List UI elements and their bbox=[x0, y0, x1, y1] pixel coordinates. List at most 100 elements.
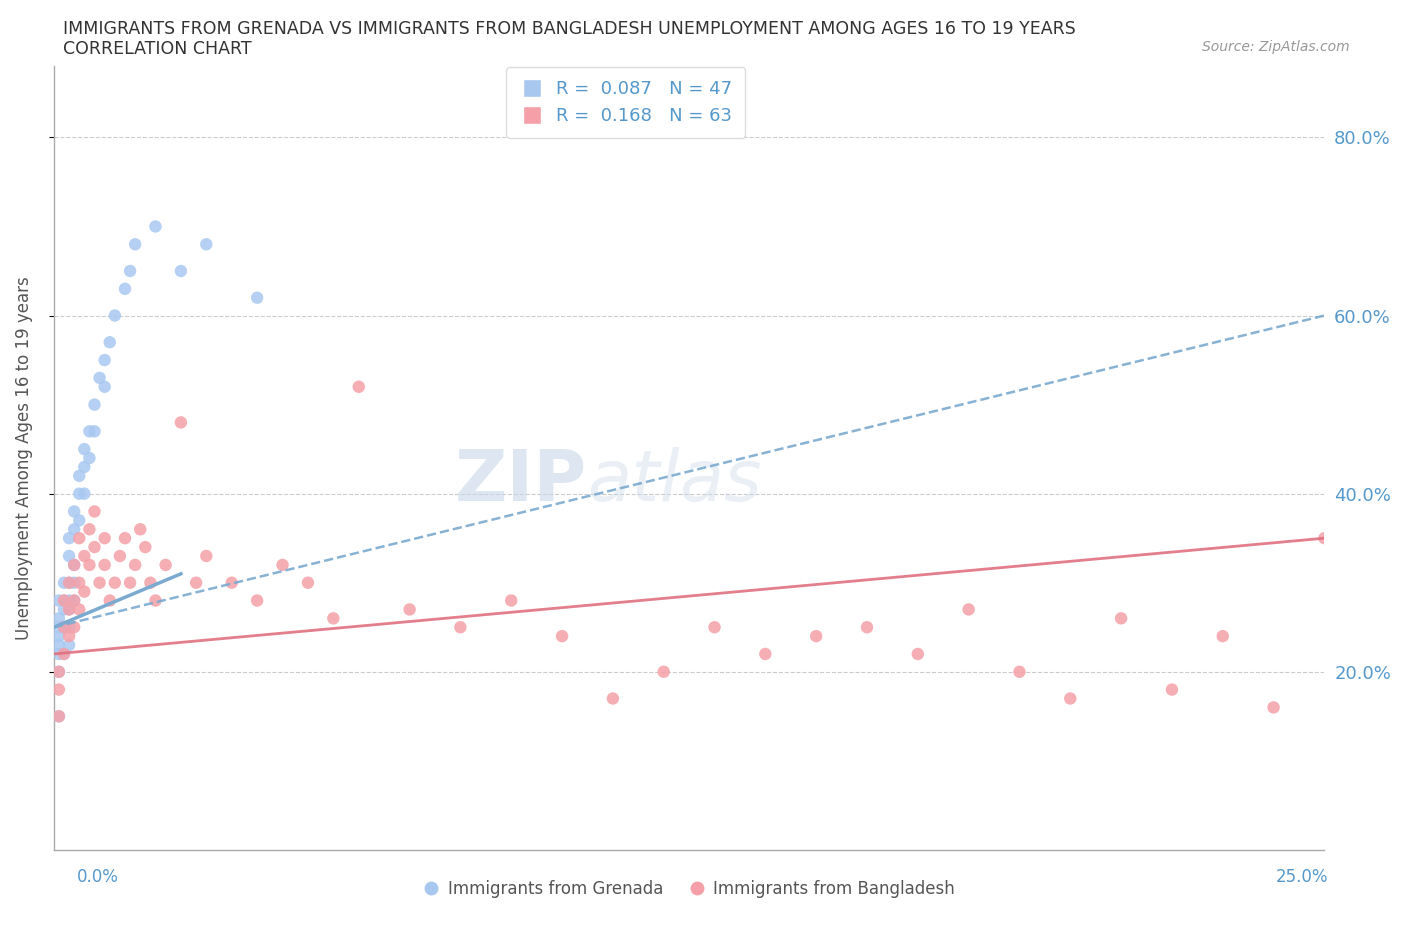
Point bbox=[104, 308, 127, 323]
Point bbox=[48, 593, 70, 608]
Point bbox=[1313, 531, 1336, 546]
Point bbox=[63, 557, 86, 572]
Point bbox=[551, 629, 574, 644]
Point bbox=[63, 576, 86, 591]
Point bbox=[1263, 700, 1285, 715]
Point bbox=[58, 531, 80, 546]
Point bbox=[53, 593, 76, 608]
Point bbox=[63, 557, 86, 572]
Point bbox=[58, 629, 80, 644]
Point bbox=[73, 459, 96, 474]
Point bbox=[73, 584, 96, 599]
Point bbox=[186, 576, 208, 591]
Point bbox=[322, 611, 344, 626]
Point bbox=[501, 593, 523, 608]
Point bbox=[134, 539, 156, 554]
Point bbox=[67, 486, 90, 501]
Point bbox=[1212, 629, 1234, 644]
Legend: R =  0.087   N = 47, R =  0.168   N = 63: R = 0.087 N = 47, R = 0.168 N = 63 bbox=[506, 67, 745, 138]
Point bbox=[83, 539, 105, 554]
Point bbox=[63, 593, 86, 608]
Point bbox=[79, 522, 101, 537]
Point bbox=[53, 646, 76, 661]
Point bbox=[73, 549, 96, 564]
Point bbox=[79, 557, 101, 572]
Point bbox=[907, 646, 929, 661]
Point bbox=[48, 646, 70, 661]
Point bbox=[53, 576, 76, 591]
Point bbox=[195, 549, 218, 564]
Point bbox=[195, 237, 218, 252]
Point bbox=[104, 576, 127, 591]
Point bbox=[83, 424, 105, 439]
Point bbox=[297, 576, 319, 591]
Point bbox=[98, 335, 121, 350]
Point bbox=[145, 593, 167, 608]
Point bbox=[58, 576, 80, 591]
Point bbox=[48, 664, 70, 679]
Point bbox=[124, 237, 146, 252]
Point bbox=[63, 522, 86, 537]
Point bbox=[139, 576, 162, 591]
Point bbox=[246, 593, 269, 608]
Point bbox=[1059, 691, 1081, 706]
Point bbox=[120, 576, 142, 591]
Point bbox=[83, 397, 105, 412]
Point bbox=[58, 549, 80, 564]
Point bbox=[93, 379, 115, 394]
Point bbox=[1109, 611, 1132, 626]
Point bbox=[58, 638, 80, 653]
Point bbox=[48, 611, 70, 626]
Point bbox=[58, 619, 80, 634]
Point bbox=[170, 415, 193, 430]
Point bbox=[63, 504, 86, 519]
Point bbox=[957, 602, 980, 617]
Point bbox=[79, 450, 101, 465]
Point bbox=[79, 424, 101, 439]
Point bbox=[124, 557, 146, 572]
Point bbox=[271, 557, 294, 572]
Point bbox=[63, 593, 86, 608]
Text: ZIP: ZIP bbox=[456, 447, 588, 516]
Point bbox=[67, 602, 90, 617]
Point bbox=[63, 619, 86, 634]
Point bbox=[67, 469, 90, 484]
Point bbox=[155, 557, 177, 572]
Point bbox=[754, 646, 776, 661]
Text: atlas: atlas bbox=[588, 447, 762, 516]
Point bbox=[93, 352, 115, 367]
Point bbox=[1008, 664, 1031, 679]
Point bbox=[129, 522, 152, 537]
Point bbox=[67, 531, 90, 546]
Point bbox=[48, 664, 70, 679]
Point bbox=[53, 593, 76, 608]
Text: 25.0%: 25.0% bbox=[1277, 868, 1329, 885]
Point bbox=[53, 619, 76, 634]
Point bbox=[53, 619, 76, 634]
Text: 0.0%: 0.0% bbox=[77, 868, 120, 885]
Y-axis label: Unemployment Among Ages 16 to 19 years: Unemployment Among Ages 16 to 19 years bbox=[15, 276, 32, 640]
Point bbox=[108, 549, 131, 564]
Point bbox=[58, 576, 80, 591]
Point bbox=[114, 282, 136, 297]
Point bbox=[58, 593, 80, 608]
Point bbox=[114, 531, 136, 546]
Point bbox=[53, 646, 76, 661]
Point bbox=[48, 709, 70, 724]
Text: CORRELATION CHART: CORRELATION CHART bbox=[63, 40, 252, 58]
Point bbox=[98, 593, 121, 608]
Point bbox=[120, 263, 142, 278]
Point bbox=[93, 531, 115, 546]
Point bbox=[73, 486, 96, 501]
Point bbox=[48, 629, 70, 644]
Point bbox=[58, 602, 80, 617]
Point bbox=[652, 664, 675, 679]
Text: IMMIGRANTS FROM GRENADA VS IMMIGRANTS FROM BANGLADESH UNEMPLOYMENT AMONG AGES 16: IMMIGRANTS FROM GRENADA VS IMMIGRANTS FR… bbox=[63, 20, 1076, 38]
Point bbox=[93, 557, 115, 572]
Point bbox=[804, 629, 827, 644]
Point bbox=[67, 576, 90, 591]
Point bbox=[347, 379, 370, 394]
Point bbox=[89, 576, 111, 591]
Point bbox=[170, 263, 193, 278]
Point bbox=[58, 602, 80, 617]
